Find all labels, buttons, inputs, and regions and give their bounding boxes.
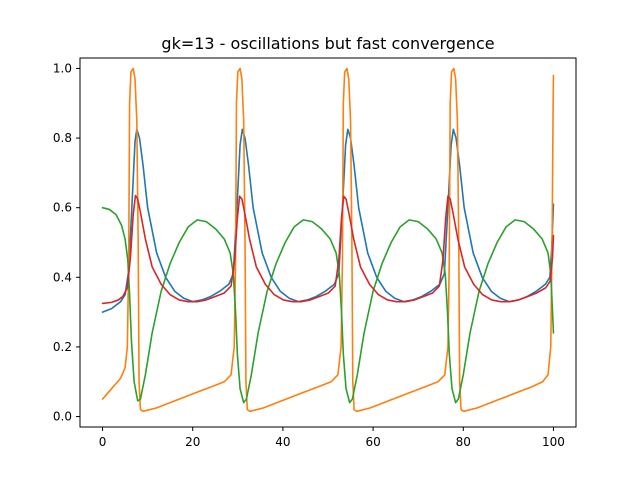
y-tick-label: 0.8 [53, 131, 72, 145]
x-tick-label: 80 [456, 435, 471, 449]
plot-area-frame [79, 57, 577, 428]
y-tick-label: 0.0 [53, 410, 72, 424]
chart-title: gk=13 - oscillations but fast convergenc… [161, 34, 494, 53]
y-tick-label: 0.4 [53, 270, 72, 284]
y-tick-label: 0.2 [53, 340, 72, 354]
series-line-1 [101, 128, 555, 313]
y-tick-label: 1.0 [53, 61, 72, 75]
y-axis: 0.0 0.2 0.4 0.6 0.8 1.0 [53, 61, 80, 424]
series-layer [101, 67, 555, 413]
x-tick-label: 0 [99, 435, 107, 449]
x-tick-label: 60 [365, 435, 380, 449]
series-line-2 [101, 67, 555, 413]
x-tick-label: 100 [542, 435, 565, 449]
x-axis: 0 20 40 60 80 100 [99, 427, 565, 449]
series-line-4 [101, 194, 555, 305]
y-tick-label: 0.6 [53, 201, 72, 215]
series-line-3 [101, 206, 555, 404]
x-tick-label: 40 [275, 435, 290, 449]
x-tick-label: 20 [185, 435, 200, 449]
